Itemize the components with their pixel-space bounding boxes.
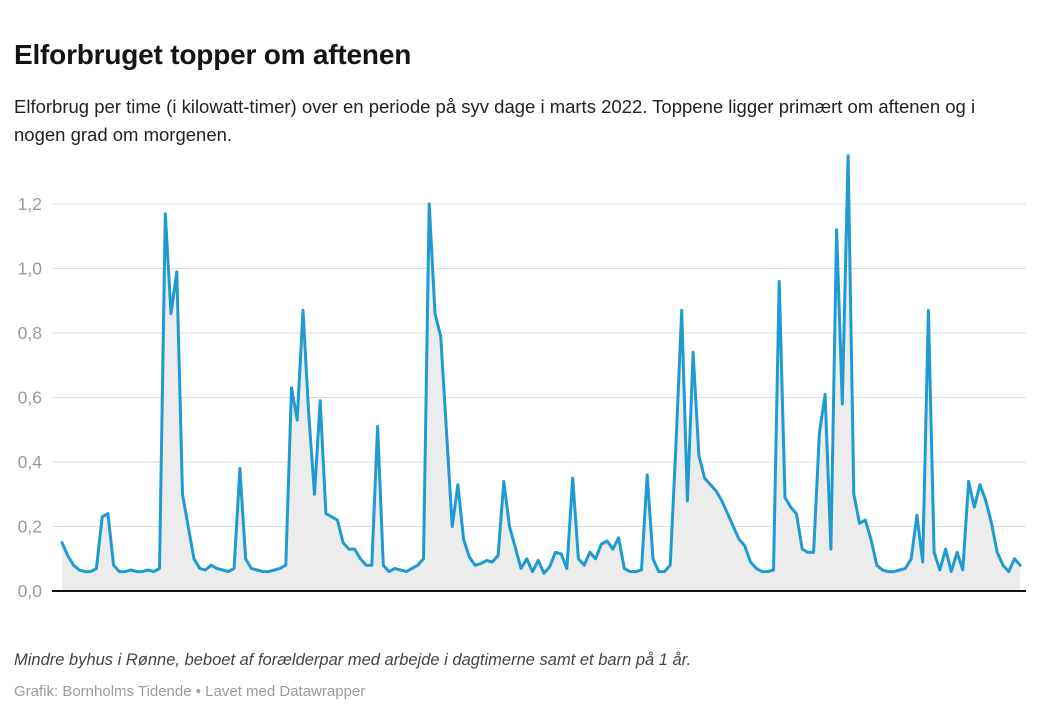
y-axis-tick-label: 1,0: [18, 259, 43, 279]
y-axis-tick-label: 0,6: [18, 388, 42, 408]
y-axis-tick-label: 0,0: [18, 581, 43, 601]
y-axis-tick-label: 0,2: [18, 517, 42, 537]
y-axis-tick-label: 1,2: [18, 194, 42, 214]
y-gridlines: [52, 203, 1026, 527]
chart-footnote: Mindre byhus i Rønne, beboet af forælder…: [14, 650, 692, 669]
page-title: Elforbruget topper om aftenen: [14, 38, 412, 70]
chart-subtitle: Elforbrug per time (i kilowatt-timer) ov…: [14, 95, 976, 145]
y-axis-tick-labels: 0,0 0,2 0,4 0,6 0,8 1,0 1,2: [18, 194, 43, 601]
credit-line: Grafik: Bornholms Tidende • Lavet med Da…: [14, 683, 366, 700]
y-axis-tick-label: 0,4: [18, 452, 43, 472]
y-axis-tick-label: 0,8: [18, 323, 42, 343]
consumption-area-fill: [62, 155, 1021, 591]
consumption-line: [60, 154, 1022, 575]
